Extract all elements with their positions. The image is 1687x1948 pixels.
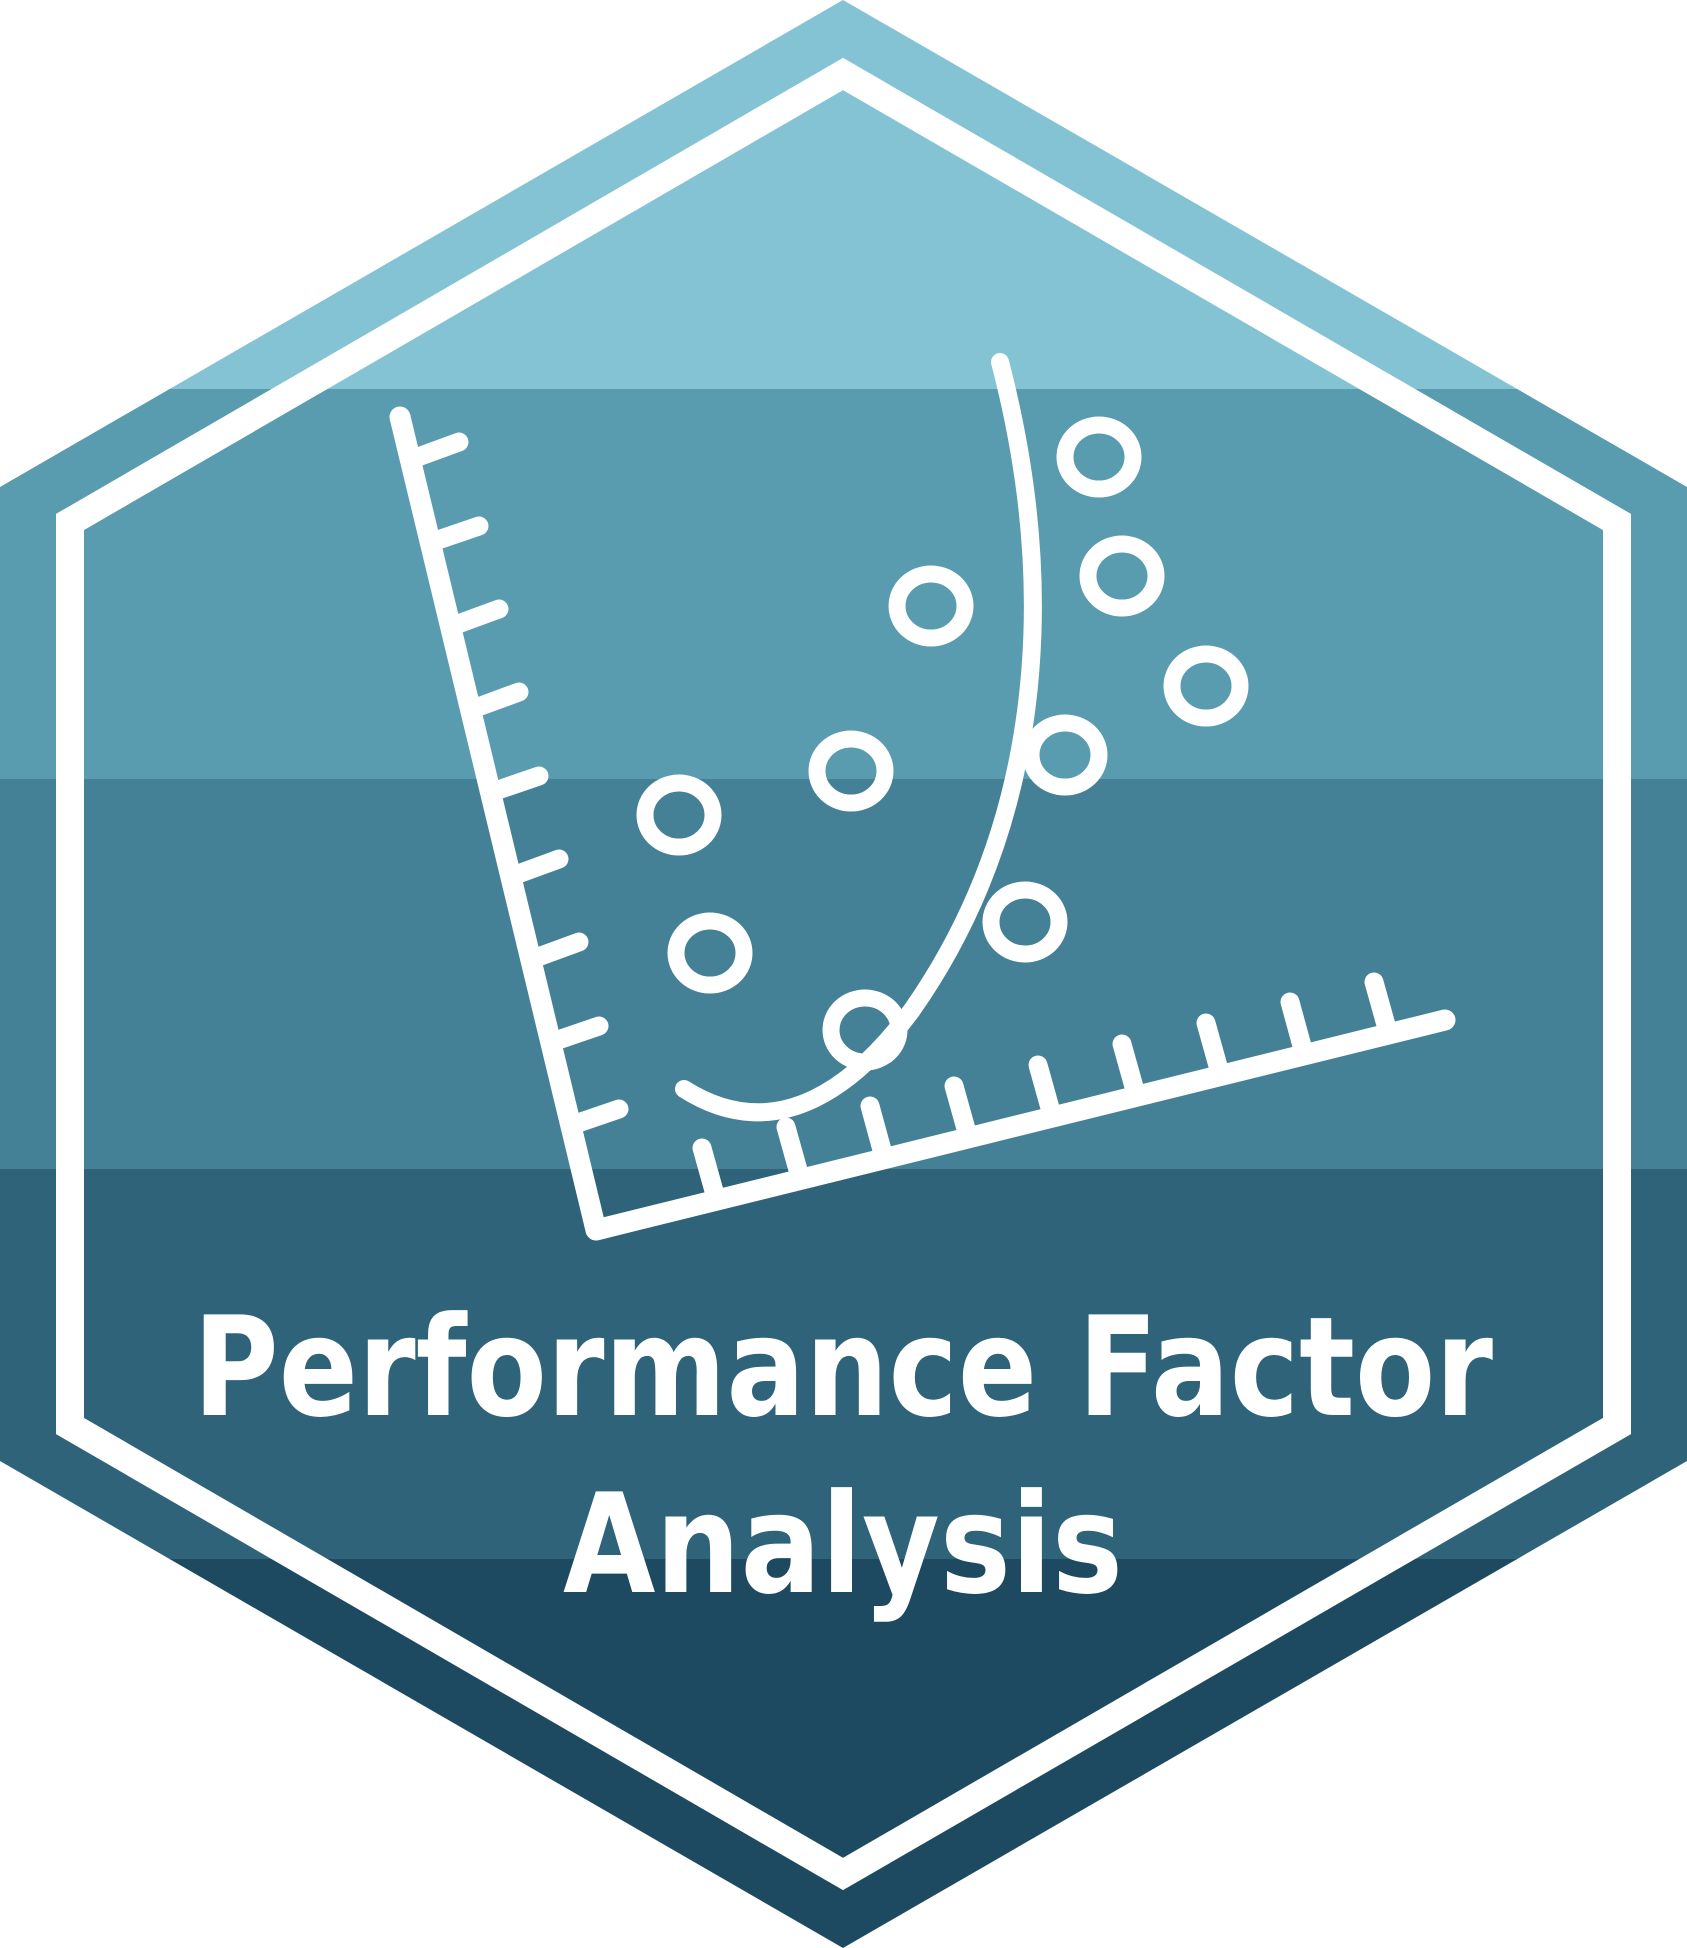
data-point [1022,714,1108,796]
data-point [667,912,753,994]
band-3 [0,779,1687,1170]
band-2 [0,389,1687,780]
data-point [1163,645,1249,727]
data-point [888,565,974,647]
fit-curve-icon [675,353,1042,1122]
scatter-plot-curve-icon [389,353,1456,1241]
badge-title-line2: Analysis [563,1464,1123,1625]
badge-title-line1: Performance Factor [193,1287,1493,1448]
data-point [636,774,722,856]
x-axis-ticks [692,972,1396,1201]
data-point [982,881,1068,963]
data-point [808,730,894,812]
data-point [822,989,908,1071]
axes-icon [389,406,1456,1241]
hex-border [56,57,1631,1891]
band-4 [0,1169,1687,1560]
data-point [1056,416,1142,498]
y-axis-ticks [408,432,629,1133]
data-point [1079,535,1165,617]
data-points [636,416,1249,1071]
